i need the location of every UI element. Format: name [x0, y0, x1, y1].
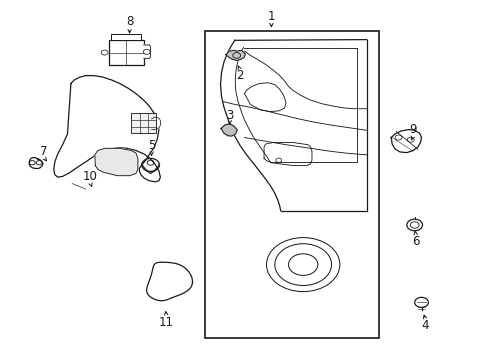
Text: 11: 11 — [159, 316, 173, 329]
Polygon shape — [29, 158, 43, 168]
Text: 10: 10 — [83, 170, 98, 183]
Text: 6: 6 — [411, 235, 419, 248]
Text: 2: 2 — [235, 69, 243, 82]
Text: 4: 4 — [421, 319, 428, 332]
Text: 7: 7 — [40, 145, 48, 158]
Bar — [111, 34, 141, 40]
Polygon shape — [151, 117, 160, 130]
Text: 1: 1 — [267, 10, 275, 23]
Bar — [131, 113, 156, 133]
Polygon shape — [95, 148, 138, 176]
Text: 9: 9 — [408, 123, 416, 136]
Polygon shape — [143, 45, 150, 58]
Bar — [205, 31, 378, 338]
Polygon shape — [221, 124, 237, 136]
Polygon shape — [390, 130, 421, 153]
Polygon shape — [225, 50, 245, 60]
Polygon shape — [146, 262, 192, 301]
Text: 3: 3 — [225, 109, 233, 122]
Text: 5: 5 — [147, 139, 155, 152]
Bar — [108, 40, 143, 65]
Polygon shape — [54, 76, 160, 182]
Text: 8: 8 — [125, 15, 133, 28]
